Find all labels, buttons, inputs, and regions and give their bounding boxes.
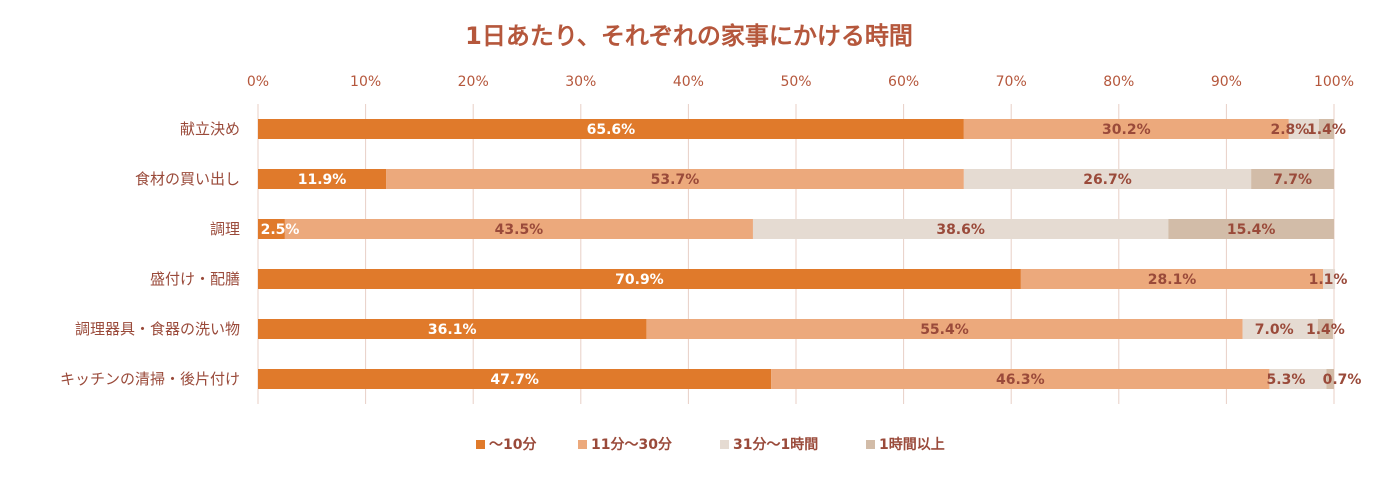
data-label: 1.1% <box>1309 272 1348 288</box>
bar-segment <box>1288 119 1319 139</box>
bar-segment <box>963 119 1289 139</box>
legend-swatch <box>476 440 485 449</box>
bar-segment <box>284 219 753 239</box>
data-label: 55.4% <box>920 322 969 338</box>
data-label: 11.9% <box>298 172 347 188</box>
data-label: 38.6% <box>936 222 985 238</box>
data-label: 26.7% <box>1083 172 1132 188</box>
data-label: 7.7% <box>1273 172 1312 188</box>
legend-label: ～10分 <box>489 437 536 453</box>
data-label: 70.9% <box>615 272 664 288</box>
bar-segment <box>752 219 1169 239</box>
category-label: 盛付け・配膳 <box>150 270 240 288</box>
x-tick-label: 100% <box>1314 74 1354 90</box>
data-label: 65.6% <box>587 122 636 138</box>
category-label: 調理器具・食器の洗い物 <box>75 320 240 338</box>
x-tick-label: 20% <box>458 74 489 90</box>
x-axis-tick-labels: 0% 10% 20% 30% 40% 50% 60% 70% 80% 90% 100% <box>247 74 1354 90</box>
bar-segment <box>771 369 1270 389</box>
bar-segment <box>1318 119 1334 139</box>
legend-label: 11分～30分 <box>591 437 672 453</box>
x-tick-label: 40% <box>673 74 704 90</box>
gridlines <box>257 104 1335 404</box>
data-label: 2.8% <box>1270 122 1309 138</box>
x-tick-label: 0% <box>247 74 269 90</box>
bar-segment <box>258 369 772 389</box>
bar-segment <box>1326 369 1334 389</box>
category-label: キッチンの清掃・後片付け <box>60 370 240 388</box>
legend-swatch <box>578 440 587 449</box>
bar-segment <box>646 319 1243 339</box>
bar-segment <box>258 119 964 139</box>
bars <box>258 119 1336 389</box>
x-tick-label: 60% <box>888 74 919 90</box>
bar-segment <box>258 169 387 189</box>
bar-segment <box>258 269 1021 289</box>
data-label: 46.3% <box>996 372 1045 388</box>
category-labels: 献立決め食材の買い出し調理盛付け・配膳調理器具・食器の洗い物キッチンの清掃・後片… <box>60 120 240 388</box>
data-label: 15.4% <box>1227 222 1276 238</box>
bar-segment <box>1317 319 1333 339</box>
legend-label: 31分～1時間 <box>733 436 818 453</box>
x-tick-label: 30% <box>565 74 596 90</box>
category-label: 献立決め <box>180 120 240 138</box>
data-label: 2.5% <box>261 222 300 238</box>
category-label: 調理 <box>210 220 240 238</box>
legend-swatch <box>866 440 875 449</box>
data-label: 53.7% <box>651 172 700 188</box>
bar-segment <box>1323 269 1336 289</box>
data-label: 5.3% <box>1267 372 1306 388</box>
bar-segment <box>258 319 647 339</box>
data-label: 30.2% <box>1102 122 1151 138</box>
bar-segment <box>258 219 285 239</box>
data-label: 1.4% <box>1306 322 1345 338</box>
data-label: 28.1% <box>1148 272 1197 288</box>
data-label: 43.5% <box>495 222 544 238</box>
bar-segment <box>1269 369 1327 389</box>
legend-label: 1時間以上 <box>879 436 945 453</box>
bar-segment <box>1020 269 1324 289</box>
data-label: 36.1% <box>428 322 477 338</box>
x-tick-label: 10% <box>350 74 381 90</box>
legend: ～10分 11分～30分 31分～1時間 1時間以上 <box>476 436 945 453</box>
data-label: 7.0% <box>1255 322 1294 338</box>
data-label: 47.7% <box>490 372 539 388</box>
bar-segment <box>1168 219 1334 239</box>
data-labels: 65.6% 30.2% 2.8%1.4%11.9% 53.7% 26.7% 7.7%2.5… <box>261 122 1362 388</box>
bar-segment <box>386 169 964 189</box>
bar-segment <box>963 169 1252 189</box>
x-tick-label: 90% <box>1211 74 1242 90</box>
legend-swatch <box>720 440 729 449</box>
chart-title: 1日あたり、それぞれの家事にかける時間 <box>465 22 913 50</box>
bar-segment <box>1251 169 1334 189</box>
x-tick-label: 50% <box>780 74 811 90</box>
bar-segment <box>1242 319 1318 339</box>
x-tick-label: 70% <box>996 74 1027 90</box>
data-label: 1.4% <box>1307 122 1346 138</box>
data-label: 0.7% <box>1323 372 1362 388</box>
x-tick-label: 80% <box>1103 74 1134 90</box>
category-label: 食材の買い出し <box>135 170 240 188</box>
